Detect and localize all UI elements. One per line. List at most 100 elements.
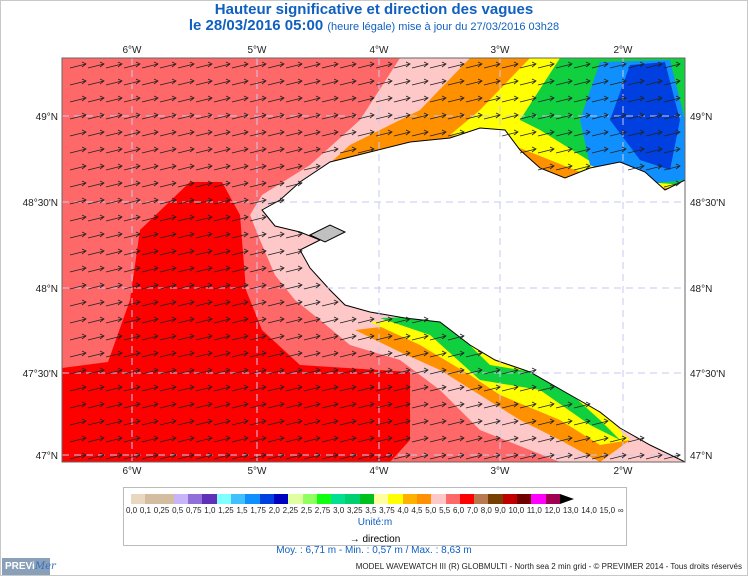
y-tick-label-right: 47°N — [690, 451, 712, 462]
direction-arrow — [177, 180, 195, 188]
direction-arrow — [429, 452, 447, 460]
direction-arrow — [285, 333, 303, 341]
direction-arrow — [123, 350, 141, 358]
colorbar-swatch — [316, 494, 332, 504]
direction-arrow — [429, 112, 447, 120]
direction-arrow — [177, 248, 195, 256]
direction-arrow — [375, 333, 393, 341]
direction-arrow — [177, 299, 195, 307]
direction-arrow — [663, 78, 681, 86]
colorbar-swatch — [459, 494, 475, 504]
direction-arrow — [231, 384, 249, 392]
direction-arrow — [375, 452, 393, 460]
direction-arrow — [393, 316, 411, 324]
direction-arrow — [285, 112, 303, 120]
direction-arrow — [87, 299, 105, 307]
direction-arrow — [249, 316, 267, 324]
direction-arrow — [105, 418, 123, 426]
direction-arrow — [483, 367, 501, 375]
direction-arrow — [537, 163, 555, 171]
direction-arrow — [429, 384, 447, 392]
direction-arrow — [537, 112, 555, 120]
direction-arrow — [645, 452, 663, 460]
direction-arrow — [87, 333, 105, 341]
direction-arrow — [483, 452, 501, 460]
direction-arrow — [285, 367, 303, 375]
direction-arrow — [303, 384, 321, 392]
direction-arrow — [141, 112, 159, 120]
direction-arrow — [339, 350, 357, 358]
direction-arrow — [303, 282, 321, 290]
direction-arrow — [105, 333, 123, 341]
direction-arrow — [465, 350, 483, 358]
direction-arrow — [195, 112, 213, 120]
direction-arrow — [483, 401, 501, 409]
direction-arrow — [123, 248, 141, 256]
direction-arrow — [267, 61, 285, 69]
direction-arrow — [69, 248, 87, 256]
direction-arrow — [627, 435, 645, 443]
direction-arrow — [393, 61, 411, 69]
direction-arrow — [141, 401, 159, 409]
direction-arrow — [375, 384, 393, 392]
direction-arrow — [141, 384, 159, 392]
direction-arrow — [483, 435, 501, 443]
direction-arrow — [483, 78, 501, 86]
direction-arrow — [159, 61, 177, 69]
direction-arrow — [303, 452, 321, 460]
direction-arrow — [411, 367, 429, 375]
direction-arrow — [663, 452, 681, 460]
direction-arrow — [123, 112, 141, 120]
direction-arrow — [393, 401, 411, 409]
direction-arrow — [411, 435, 429, 443]
direction-arrow — [177, 163, 195, 171]
direction-arrow — [483, 112, 501, 120]
x-tick-label-bottom: 6°W — [123, 466, 143, 477]
direction-arrow — [501, 452, 519, 460]
direction-arrow — [555, 452, 573, 460]
direction-arrow — [231, 197, 249, 205]
direction-arrow — [573, 112, 591, 120]
colorbar-swatch — [231, 494, 246, 504]
direction-arrow — [267, 197, 285, 205]
direction-arrow — [357, 401, 375, 409]
direction-arrow — [303, 350, 321, 358]
direction-arrow — [357, 418, 375, 426]
colorbar-swatch — [216, 494, 232, 504]
direction-arrow — [411, 384, 429, 392]
direction-arrow — [321, 435, 339, 443]
colorbar-swatch — [259, 494, 274, 504]
direction-arrow — [159, 452, 177, 460]
direction-arrow — [285, 248, 303, 256]
direction-arrow — [591, 95, 609, 103]
colorbar-swatch — [131, 494, 146, 504]
direction-arrow — [159, 367, 177, 375]
direction-arrow — [375, 418, 393, 426]
direction-arrow — [141, 163, 159, 171]
direction-arrow — [411, 333, 429, 341]
direction-arrow — [537, 452, 555, 460]
direction-arrow — [303, 61, 321, 69]
direction-arrow — [375, 78, 393, 86]
colorbar-tick-label: 0,75 — [185, 506, 202, 515]
direction-arrow — [501, 435, 519, 443]
direction-arrow — [411, 78, 429, 86]
direction-arrow — [141, 316, 159, 324]
direction-arrow — [195, 333, 213, 341]
direction-arrow — [249, 265, 267, 273]
direction-arrow — [141, 214, 159, 222]
direction-arrow — [249, 299, 267, 307]
direction-arrow — [123, 146, 141, 154]
direction-arrow — [663, 129, 681, 137]
direction-arrow — [573, 163, 591, 171]
y-tick-label-right: 48°30'N — [690, 198, 725, 209]
direction-arrow — [159, 333, 177, 341]
rade-de-brest — [308, 224, 347, 243]
colorbar — [131, 494, 574, 504]
direction-arrow — [591, 418, 609, 426]
direction-arrow — [465, 452, 483, 460]
direction-arrow — [375, 350, 393, 358]
direction-arrow — [141, 418, 159, 426]
direction-arrow — [195, 452, 213, 460]
direction-arrow — [69, 350, 87, 358]
